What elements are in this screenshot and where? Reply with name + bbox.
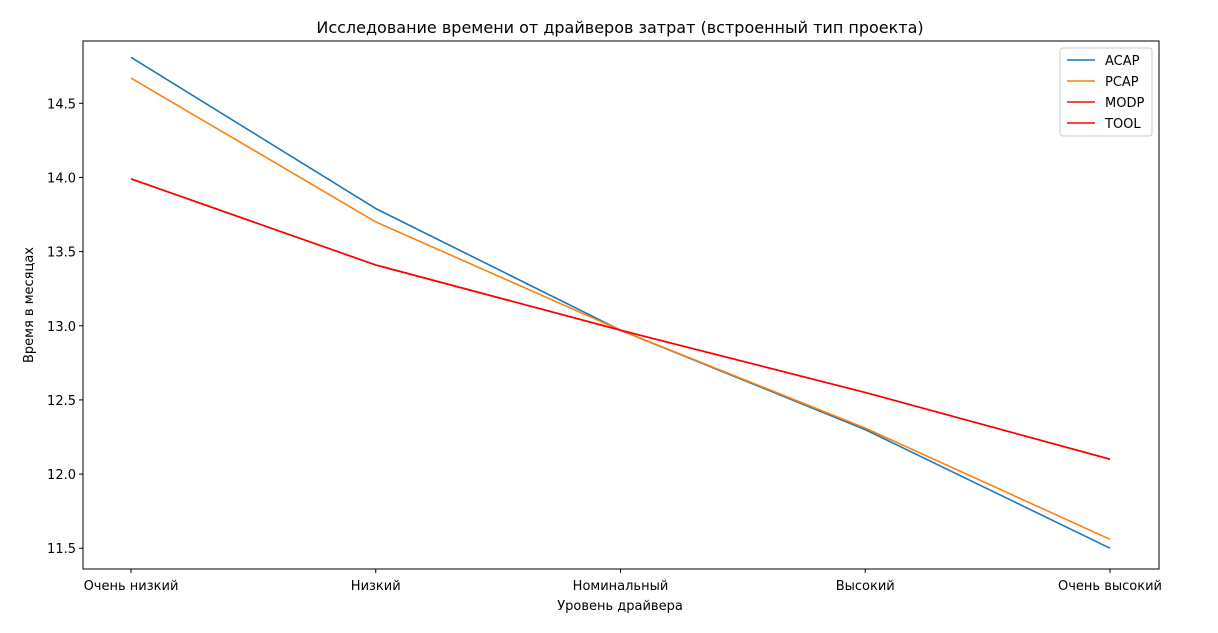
chart-title: Исследование времени от драйверов затрат…: [316, 18, 923, 37]
y-tick-label: 14.5: [47, 97, 76, 112]
legend-label: PCAP: [1105, 75, 1139, 90]
x-tick-label: Очень низкий: [84, 579, 179, 594]
series-lines: [130, 56, 1111, 549]
y-tick-label: 13.0: [47, 320, 76, 335]
legend-label: TOOL: [1104, 117, 1141, 132]
series-line-tool: [130, 178, 1111, 460]
y-tick-label: 12.5: [47, 394, 76, 409]
x-tick-label: Номинальный: [573, 579, 669, 594]
x-axis-label: Уровень драйвера: [557, 599, 683, 614]
legend-label: ACAP: [1105, 54, 1140, 69]
legend-box: [1059, 47, 1153, 137]
y-axis: 11.5 12.0 12.5 13.0 13.5 14.0 14.5: [47, 97, 83, 557]
legend: ACAP PCAP MODP TOOL: [1059, 47, 1153, 137]
series-line-modp: [130, 178, 1111, 460]
y-tick-label: 13.5: [47, 246, 76, 261]
x-tick-label: Низкий: [351, 579, 401, 594]
y-tick-label: 11.5: [47, 542, 76, 557]
y-tick-label: 12.0: [47, 468, 76, 483]
y-axis-label: Время в месяцах: [22, 247, 37, 363]
legend-label: MODP: [1105, 96, 1144, 111]
x-tick-label: Очень высокий: [1058, 579, 1162, 594]
y-tick-label: 14.0: [47, 171, 76, 186]
x-tick-label: Высокий: [836, 579, 895, 594]
x-axis: Очень низкий Низкий Номинальный Высокий Очен…: [84, 569, 1162, 594]
series-line-acap: [130, 56, 1111, 549]
plot-area: [82, 40, 1160, 570]
